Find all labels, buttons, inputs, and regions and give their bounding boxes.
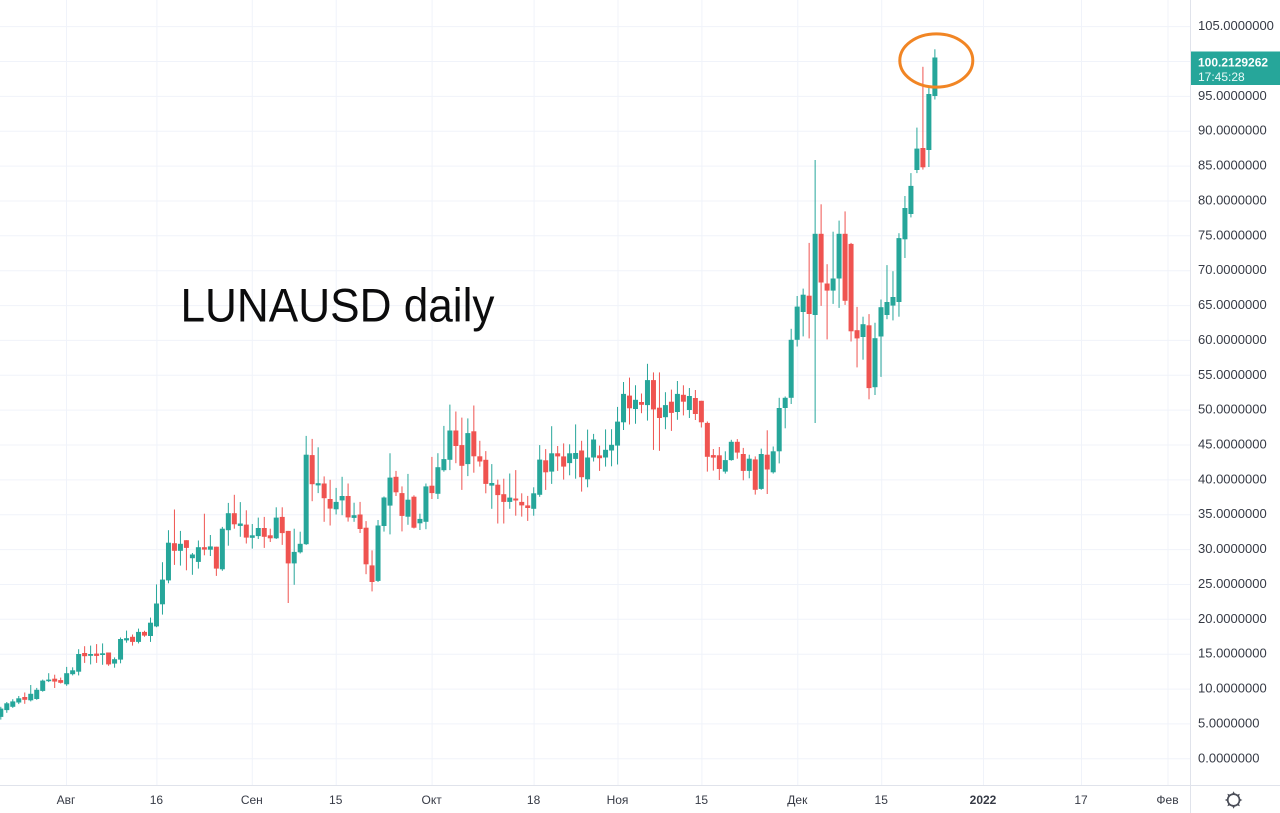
- svg-text:17:45:28: 17:45:28: [1198, 70, 1245, 84]
- svg-text:15: 15: [329, 793, 343, 807]
- svg-text:40.0000000: 40.0000000: [1198, 471, 1267, 486]
- svg-text:Фев: Фев: [1156, 793, 1178, 807]
- svg-text:30.0000000: 30.0000000: [1198, 541, 1267, 556]
- svg-text:15.0000000: 15.0000000: [1198, 646, 1267, 661]
- svg-text:Сен: Сен: [241, 793, 263, 807]
- svg-text:80.0000000: 80.0000000: [1198, 193, 1267, 208]
- svg-text:45.0000000: 45.0000000: [1198, 437, 1267, 452]
- svg-text:0.0000000: 0.0000000: [1198, 750, 1259, 765]
- svg-text:60.0000000: 60.0000000: [1198, 332, 1267, 347]
- svg-text:15: 15: [875, 793, 889, 807]
- svg-text:20.0000000: 20.0000000: [1198, 611, 1267, 626]
- svg-text:95.0000000: 95.0000000: [1198, 88, 1267, 103]
- svg-text:Окт: Окт: [421, 793, 442, 807]
- svg-text:35.0000000: 35.0000000: [1198, 506, 1267, 521]
- svg-text:17: 17: [1074, 793, 1088, 807]
- svg-text:50.0000000: 50.0000000: [1198, 402, 1267, 417]
- svg-text:65.0000000: 65.0000000: [1198, 297, 1267, 312]
- svg-text:5.0000000: 5.0000000: [1198, 715, 1259, 730]
- svg-text:25.0000000: 25.0000000: [1198, 576, 1267, 591]
- svg-text:70.0000000: 70.0000000: [1198, 262, 1267, 277]
- svg-text:10.0000000: 10.0000000: [1198, 681, 1267, 696]
- svg-text:75.0000000: 75.0000000: [1198, 227, 1267, 242]
- svg-text:Ноя: Ноя: [607, 793, 629, 807]
- svg-text:16: 16: [150, 793, 164, 807]
- svg-text:LUNAUSD daily: LUNAUSD daily: [181, 279, 495, 332]
- svg-text:15: 15: [695, 793, 709, 807]
- svg-text:105.0000000: 105.0000000: [1198, 18, 1274, 33]
- svg-text:90.0000000: 90.0000000: [1198, 123, 1267, 138]
- svg-text:100.2129262: 100.2129262: [1198, 56, 1268, 70]
- svg-text:Авг: Авг: [57, 793, 76, 807]
- svg-text:Дек: Дек: [787, 793, 808, 807]
- svg-text:18: 18: [527, 793, 541, 807]
- svg-text:55.0000000: 55.0000000: [1198, 367, 1267, 382]
- svg-text:85.0000000: 85.0000000: [1198, 158, 1267, 173]
- svg-text:2022: 2022: [970, 793, 997, 807]
